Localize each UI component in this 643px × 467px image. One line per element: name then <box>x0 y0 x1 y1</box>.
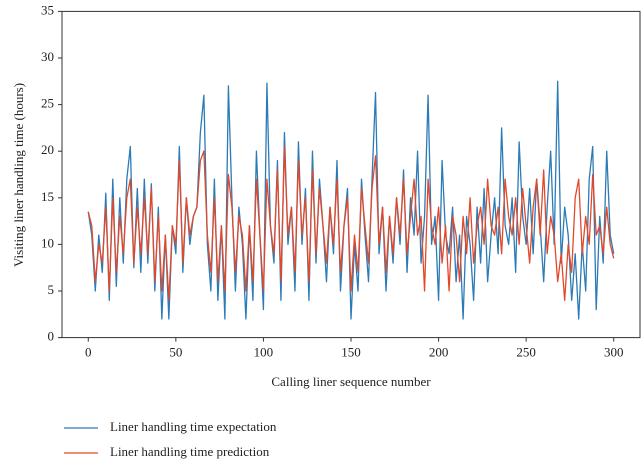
x-tick-label: 50 <box>169 345 182 360</box>
y-tick-label: 30 <box>41 49 54 64</box>
legend-label: Liner handling time prediction <box>110 444 270 459</box>
y-tick-label: 35 <box>41 2 54 17</box>
x-axis-label: Calling liner sequence number <box>271 374 431 389</box>
x-tick-label: 200 <box>429 345 449 360</box>
x-tick-label: 150 <box>341 345 361 360</box>
x-tick-label: 100 <box>254 345 274 360</box>
x-tick-label: 0 <box>85 345 92 360</box>
y-tick-label: 25 <box>41 96 54 111</box>
y-tick-label: 20 <box>41 142 54 157</box>
x-tick-label: 300 <box>604 345 624 360</box>
series-line <box>87 145 615 301</box>
legend-label: Liner handling time expectation <box>110 419 277 434</box>
y-axis-label: Visiting liner handling time (hours) <box>11 83 26 267</box>
y-tick-label: 15 <box>41 189 54 204</box>
x-tick-label: 250 <box>516 345 536 360</box>
y-tick-label: 10 <box>41 235 54 250</box>
y-tick-label: 5 <box>48 282 55 297</box>
y-tick-label: 0 <box>48 329 55 344</box>
series-line <box>87 80 615 320</box>
